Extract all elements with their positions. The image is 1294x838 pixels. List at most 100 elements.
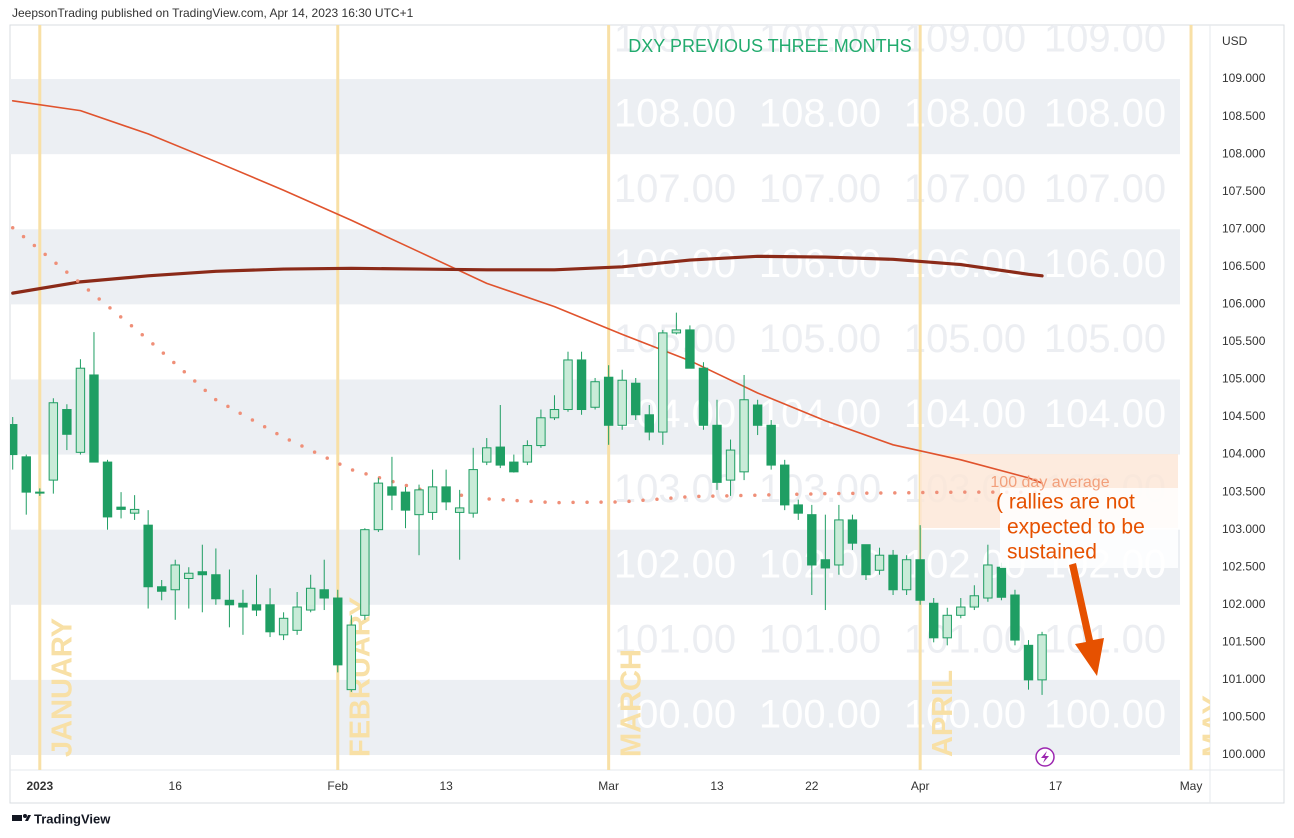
watermark-label: 101.00	[614, 617, 736, 661]
watermark-label: 102.00	[759, 542, 881, 586]
candle-body	[549, 409, 560, 419]
candle-body	[129, 508, 140, 514]
candle-body	[21, 456, 31, 493]
watermark-label: 100.00	[614, 693, 736, 737]
watermark-label: 109.00	[759, 17, 881, 61]
overlay: 100 day average( rallies are notexpected…	[628, 36, 1145, 767]
watermark-label: 107.00	[904, 167, 1026, 211]
candle-body	[48, 402, 59, 481]
header: JeepsonTrading published on TradingView.…	[12, 6, 414, 20]
candle-body	[414, 489, 424, 516]
y-tick-label: 103.500	[1222, 484, 1266, 498]
x-tick-label: May	[1180, 779, 1203, 793]
y-tick-label: 107.000	[1222, 221, 1266, 235]
y-tick-label: 100.500	[1222, 710, 1266, 724]
watermark-label: 101.00	[904, 617, 1026, 661]
watermark-label: 108.00	[759, 92, 881, 136]
candle-body	[698, 367, 709, 426]
band	[10, 679, 1180, 755]
candle-body	[712, 424, 722, 483]
moving-average	[11, 254, 1044, 295]
annotation: sustained	[1007, 541, 1097, 564]
band	[10, 79, 1180, 155]
x-tick-label: Feb	[327, 779, 348, 793]
x-tick-label: 17	[1049, 779, 1063, 793]
plot-area: 109.00 108.00 107.00 106.00 105.00 104.00 103.…	[10, 17, 1210, 770]
candle-body	[10, 424, 18, 456]
candle-body	[387, 486, 397, 496]
candle-body	[102, 461, 113, 518]
candle-body	[942, 614, 952, 639]
candle-body	[888, 554, 898, 591]
watermark-label: 101.00	[759, 617, 881, 661]
y-tick-label: 103.000	[1222, 522, 1266, 536]
chart-title: DXY PREVIOUS THREE MONTHS	[628, 36, 911, 56]
candle-body	[333, 597, 343, 666]
annotation-box	[1000, 488, 1178, 568]
watermark-label: 104.00	[759, 392, 881, 436]
candle-body	[265, 604, 275, 633]
candle-body	[224, 599, 235, 606]
candle-body	[617, 379, 627, 426]
watermark-label: 106.00	[1044, 242, 1166, 286]
candle-body	[441, 486, 451, 503]
month-label: APRIL	[927, 670, 959, 757]
candle-body	[644, 414, 654, 433]
candle-body	[116, 506, 126, 510]
y-tick-label: 105.000	[1222, 372, 1266, 386]
candle-body	[143, 524, 153, 588]
candle-body	[874, 554, 885, 571]
x-tick-label: 16	[169, 779, 183, 793]
footer: TradingView	[34, 811, 111, 826]
candle-body	[522, 445, 533, 463]
candle-body	[807, 514, 817, 566]
annotation: ( rallies are not	[996, 491, 1135, 514]
candle-body	[1037, 634, 1047, 681]
candle-body	[305, 587, 316, 611]
y-tick-label: 104.500	[1222, 409, 1266, 423]
y-tick-label: 101.500	[1222, 635, 1266, 649]
candle-body	[509, 461, 519, 473]
candle-body	[400, 491, 411, 511]
candle-body	[861, 544, 871, 576]
watermark-label: 108.00	[904, 92, 1026, 136]
candle-body	[35, 491, 45, 494]
candle-body	[590, 381, 600, 408]
candle-body	[62, 409, 72, 435]
candle-body	[278, 617, 289, 636]
candle-body	[75, 367, 86, 453]
candle-body	[427, 486, 438, 513]
candle-body	[238, 602, 248, 608]
y-tick-label: 106.000	[1222, 297, 1266, 311]
candle-body	[915, 559, 925, 601]
candle-body	[536, 417, 546, 447]
watermark-label: 105.00	[904, 317, 1026, 361]
y-tick-label: 100.000	[1222, 747, 1266, 761]
candle-body	[170, 564, 180, 591]
candle-body	[197, 571, 208, 576]
candle-body	[956, 606, 966, 616]
x-tick-label: Apr	[911, 779, 930, 793]
candle-body	[454, 507, 465, 513]
watermark-label: 107.00	[614, 167, 736, 211]
y-tick-label: 107.500	[1222, 184, 1266, 198]
y-tick-label: 102.000	[1222, 597, 1266, 611]
watermark-label: 105.00	[759, 317, 881, 361]
watermark-label: 105.00	[1044, 317, 1166, 361]
candle-body	[671, 329, 682, 334]
candle-body	[211, 574, 221, 600]
moving-average	[11, 100, 1043, 484]
watermark-label: 103.00	[759, 467, 881, 511]
candle-body	[969, 595, 980, 608]
watermark-label: 108.00	[614, 92, 736, 136]
candle-body	[156, 586, 167, 592]
month-label: MARCH	[615, 649, 647, 757]
watermark-label: 106.00	[759, 242, 881, 286]
watermark-label: 109.00	[1044, 17, 1166, 61]
candle-body	[901, 559, 912, 591]
candle-body	[346, 624, 357, 691]
alert-icon	[1041, 751, 1049, 763]
candle-body	[373, 482, 384, 531]
